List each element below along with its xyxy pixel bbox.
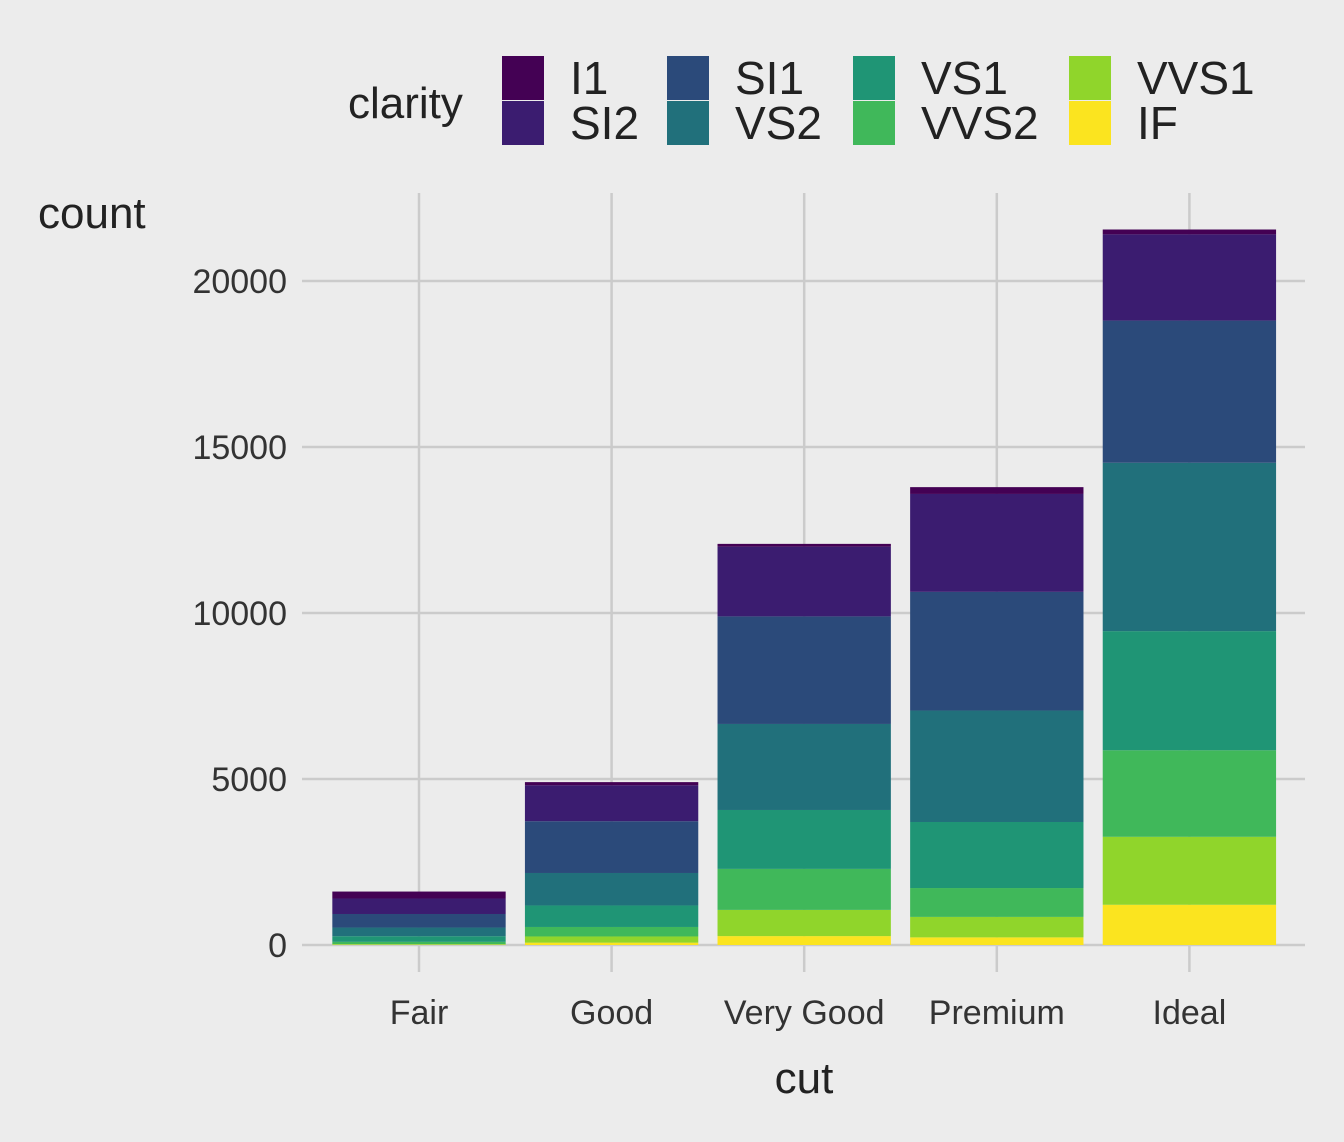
y-axis-title: count [38,189,146,238]
legend-title: clarity [348,79,463,128]
bar-1-2 [524,821,699,873]
bar-stack-3 [910,487,1084,945]
legend-key-0 [502,56,544,100]
legend-item-5: VVS2 [853,97,1039,149]
y-tick-label-1: 5000 [211,761,287,799]
y-tick-label-0: 0 [268,927,287,965]
x-tick-label-1: Good [570,994,653,1032]
bar-4-5 [1102,750,1277,837]
bar-1-3 [524,872,699,906]
bar-4-4 [1102,631,1277,751]
legend-label-2: SI1 [735,52,804,104]
legend-item-0: I1 [502,52,608,104]
legend-item-4: VS1 [853,52,1008,104]
bar-0-0 [332,891,506,899]
bar-1-6 [524,936,699,943]
y-tick-label-2: 10000 [192,595,287,633]
bar-3-4 [910,821,1084,889]
x-axis-ticks: Fair Good Very Good Premium Ideal [390,994,1227,1032]
bar-2-4 [717,809,891,869]
bar-1-7 [524,942,699,945]
legend-item-2: SI1 [667,52,804,104]
bar-1-1 [524,785,699,822]
bar-2-2 [717,616,891,724]
bar-4-0 [1102,229,1277,235]
bar-3-1 [910,493,1084,592]
x-tick-label-2: Very Good [724,994,885,1032]
bar-2-5 [717,868,891,910]
legend-label-7: IF [1137,97,1178,149]
legend-key-6 [1069,56,1111,100]
legend-label-0: I1 [570,52,608,104]
legend-label-3: VS2 [735,97,822,149]
bar-0-4 [332,936,506,942]
bar-stack-0 [332,891,506,945]
legend-item-3: VS2 [667,97,822,149]
bar-0-2 [332,913,506,928]
y-tick-label-3: 15000 [192,429,287,467]
y-axis-ticks: 0 5000 10000 15000 20000 [192,263,287,965]
bar-0-3 [332,927,506,937]
legend-label-4: VS1 [921,52,1008,104]
bar-4-6 [1102,836,1277,905]
bar-1-0 [524,782,699,786]
bar-1-5 [524,926,699,937]
bar-stack-1 [524,782,699,945]
legend-item-6: VVS1 [1069,52,1255,104]
bar-2-0 [717,543,891,547]
bar-3-6 [910,916,1084,938]
legend-key-1 [502,101,544,145]
legend-item-7: IF [1069,97,1178,149]
bar-3-0 [910,487,1084,494]
legend-label-1: SI2 [570,97,639,149]
legend-key-3 [667,101,709,145]
legend-key-4 [853,56,895,100]
bar-0-6 [332,944,506,945]
y-tick-label-4: 20000 [192,263,287,301]
bar-3-3 [910,710,1084,822]
bars [332,229,1277,945]
x-tick-label-3: Premium [929,994,1065,1032]
legend-key-7 [1069,101,1111,145]
bar-4-3 [1102,462,1277,632]
bar-stack-4 [1102,229,1277,945]
bar-0-1 [332,898,506,914]
bar-stack-2 [717,543,891,945]
legend-key-2 [667,56,709,100]
bar-2-1 [717,546,891,617]
legend-label-5: VVS2 [921,97,1039,149]
legend-item-1: SI2 [502,97,639,149]
bar-3-5 [910,888,1084,917]
x-tick-label-4: Ideal [1153,994,1227,1032]
bar-2-7 [717,936,891,945]
bar-1-4 [524,905,699,927]
bar-4-1 [1102,234,1277,321]
legend-key-5 [853,101,895,145]
x-axis-title: cut [775,1054,834,1103]
bar-2-3 [717,723,891,810]
bar-3-2 [910,591,1084,711]
bar-4-7 [1102,904,1277,945]
bar-0-5 [332,941,506,945]
legend-label-6: VVS1 [1137,52,1255,104]
bar-4-2 [1102,320,1277,463]
bar-3-7 [910,937,1084,945]
bar-2-6 [717,909,891,937]
x-tick-label-0: Fair [390,994,449,1032]
